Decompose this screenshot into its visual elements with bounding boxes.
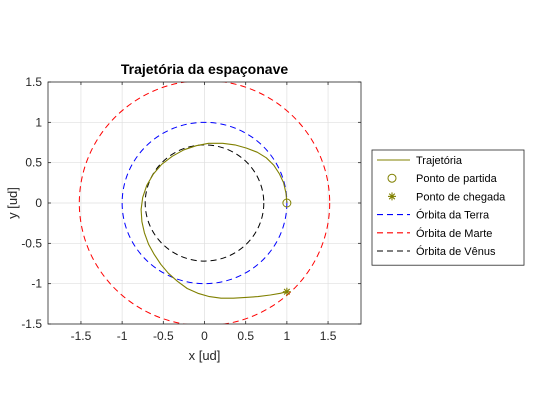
y-tick-label: -1 (31, 277, 42, 291)
x-tick-label: -1 (117, 329, 128, 343)
legend-item-orbita-da-terra: Órbita da Terra (377, 209, 490, 222)
y-tick-label: -1.5 (21, 317, 42, 331)
legend-item-ponto-de-partida: Ponto de partida (387, 173, 498, 185)
ponto-de-partida-marker (282, 198, 292, 208)
axis-ticks: -1.5 -1 -0.5 0 0.5 1 1.5 -1.5 -1 -0.5 0 0.5 1 1.5 (21, 75, 361, 343)
x-tick-label: 0.5 (237, 329, 254, 343)
legend-ponto-de-partida-symbol (387, 173, 397, 183)
legend-ponto-de-partida-label: Ponto de partida (416, 173, 498, 185)
trajetoria-line (140, 142, 288, 299)
x-tick-label: 1 (284, 329, 291, 343)
x-tick-label: 1.5 (320, 329, 337, 343)
y-axis-label: y [ud] (5, 187, 20, 219)
y-tick-label: 1.5 (25, 75, 42, 89)
orbita-de-marte-circle (78, 82, 331, 324)
x-tick-label: -1.5 (71, 329, 92, 343)
plot-series (78, 82, 331, 324)
legend-ponto-de-chegada-symbol (388, 192, 396, 201)
legend-item-ponto-de-chegada: Ponto de chegada (388, 191, 506, 203)
legend-box (371, 149, 525, 266)
legend-trajetoria-label: Trajetória (416, 155, 463, 167)
x-tick-label: 0 (201, 329, 208, 343)
legend-item-orbita-de-marte: Órbita de Marte (377, 227, 492, 240)
y-tick-label: 0.5 (25, 156, 42, 170)
legend-ponto-de-chegada-label: Ponto de chegada (416, 191, 506, 203)
orbita-de-venus-circle (144, 144, 265, 262)
y-tick-label: -0.5 (21, 236, 42, 250)
legend-item-trajetoria: Trajetória (377, 155, 463, 167)
y-tick-label: 0 (35, 196, 42, 210)
chart-title: Trajetória da espaçonave (121, 61, 289, 77)
ponto-de-chegada-marker (282, 287, 291, 296)
legend-orbita-de-venus-label: Órbita de Vênus (416, 245, 496, 258)
y-tick-label: 1 (35, 115, 42, 129)
legend-item-orbita-de-venus: Órbita de Vênus (377, 245, 496, 258)
x-tick-label: -0.5 (153, 329, 174, 343)
x-axis-label: x [ud] (189, 348, 221, 363)
legend-orbita-da-terra-label: Órbita da Terra (416, 209, 490, 222)
legend: Trajetória Ponto de partida Ponto de chega… (371, 149, 525, 266)
legend-orbita-de-marte-label: Órbita de Marte (416, 227, 492, 240)
